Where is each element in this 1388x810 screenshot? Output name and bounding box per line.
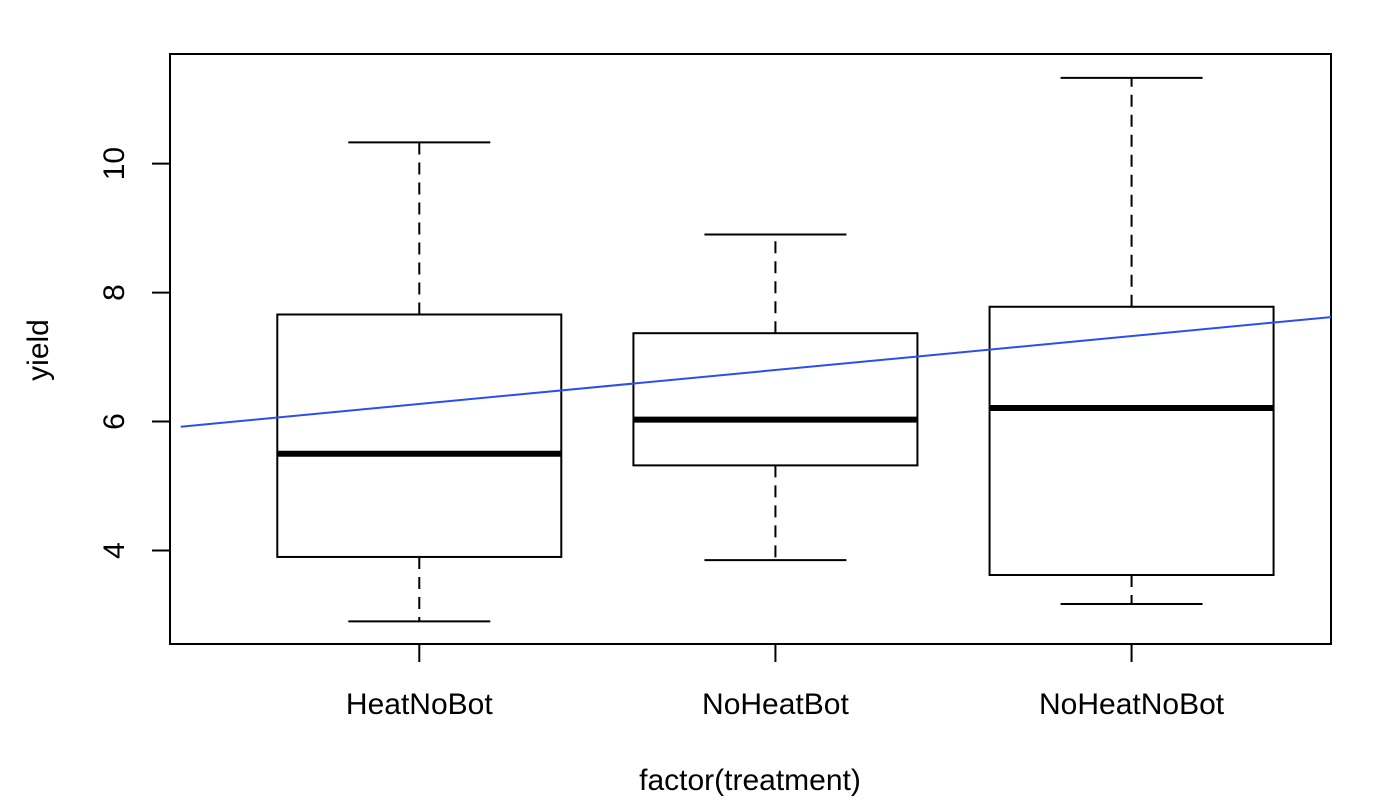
plot-frame <box>169 53 1332 645</box>
y-tick-label-10: 10 <box>98 147 131 180</box>
x-axis-label: factor(treatment) <box>639 764 861 797</box>
axes: HeatNoBot NoHeatBot NoHeatNoBot 4 6 8 10 <box>98 147 1225 721</box>
y-axis-label: yield <box>22 319 55 381</box>
x-tick-label-noheatnobot: NoHeatNoBot <box>1039 688 1225 721</box>
y-tick-label-4: 4 <box>98 542 131 559</box>
box-noheatbot <box>632 332 919 467</box>
y-tick-label-8: 8 <box>98 284 131 301</box>
x-tick-label-heatnobot: HeatNoBot <box>346 688 493 721</box>
x-tick-label-noheatbot: NoHeatBot <box>702 688 849 721</box>
plot-marks <box>180 76 1331 623</box>
box-noheatnobot <box>988 305 1275 577</box>
trend-line <box>180 316 1331 428</box>
y-tick-label-6: 6 <box>98 413 131 430</box>
box-heatnobot <box>276 313 563 558</box>
